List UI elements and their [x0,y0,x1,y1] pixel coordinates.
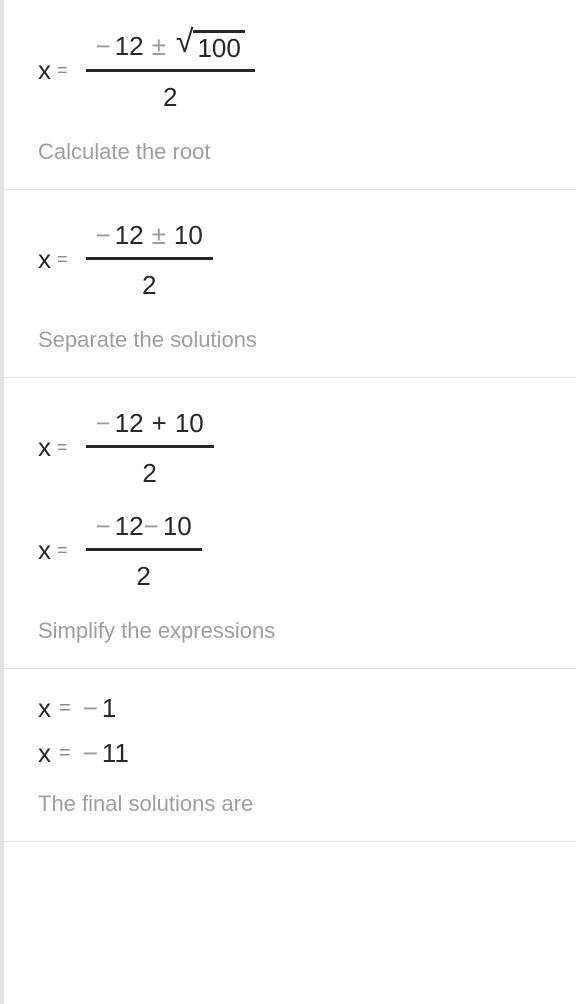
equals-sign: = [59,742,71,765]
equation-1: x = − 12 ± √ 100 2 [38,24,558,117]
plus-minus: ± [152,220,166,251]
numerator: − 12 ± √ 100 [86,24,255,69]
term-b: 10 [174,220,203,251]
equals-sign: = [57,60,68,81]
sqrt: √ 100 [176,30,245,63]
equation-2: x = − 12 ± 10 2 [38,214,558,305]
fraction: − 12 − 10 2 [86,505,202,596]
equals-sign: = [57,249,68,270]
step-caption: The final solutions are [38,791,558,817]
equals-sign: = [57,540,68,561]
neg-sign: − [83,738,98,769]
equation-3a: x = − 12 + 10 2 [38,402,558,493]
numerator: − 12 ± 10 [86,214,213,257]
fraction: − 12 ± √ 100 2 [86,24,255,117]
lhs: x = [38,535,74,566]
fraction: − 12 + 10 2 [86,402,214,493]
term-b: 10 [163,511,192,542]
step-caption: Separate the solutions [38,327,558,353]
plus-op: + [152,408,167,439]
plus-minus: ± [152,31,166,62]
equals-sign: = [59,697,71,720]
term-a: 12 [115,511,144,542]
solution-1: x = − 1 [38,693,558,724]
step-2: x = − 12 ± 10 2 Separate the solutions [4,190,576,378]
step-3: x = − 12 + 10 2 x = − 12 − 10 [4,378,576,669]
step-caption: Simplify the expressions [38,618,558,644]
value: 11 [102,738,129,769]
variable-x: x [38,693,51,724]
radicand: 100 [193,30,244,63]
neg-sign: − [96,408,111,439]
denominator: 2 [163,72,177,117]
variable-x: x [38,738,51,769]
denominator: 2 [142,260,156,305]
variable-x: x [38,244,51,275]
minus-op: − [144,511,159,542]
lhs: x = [38,432,74,463]
variable-x: x [38,535,51,566]
neg-sign: − [96,511,111,542]
term-a: 12 [115,31,144,62]
neg-sign: − [96,31,111,62]
lhs: x = [38,55,74,86]
equation-3b: x = − 12 − 10 2 [38,505,558,596]
numerator: − 12 + 10 [86,402,214,445]
neg-sign: − [83,693,98,724]
lhs: x = [38,244,74,275]
variable-x: x [38,432,51,463]
solution-2: x = − 11 [38,738,558,769]
denominator: 2 [136,551,150,596]
term-a: 12 [115,408,144,439]
equals-sign: = [57,437,68,458]
neg-sign: − [96,220,111,251]
fraction: − 12 ± 10 2 [86,214,213,305]
step-4: x = − 1 x = − 11 The final solutions are [4,669,576,842]
value: 1 [102,693,116,724]
term-a: 12 [115,220,144,251]
step-1: x = − 12 ± √ 100 2 Calculate the root [4,0,576,190]
denominator: 2 [142,448,156,493]
term-b: 10 [175,408,204,439]
numerator: − 12 − 10 [86,505,202,548]
sqrt-icon: √ [176,28,194,54]
variable-x: x [38,55,51,86]
step-caption: Calculate the root [38,139,558,165]
